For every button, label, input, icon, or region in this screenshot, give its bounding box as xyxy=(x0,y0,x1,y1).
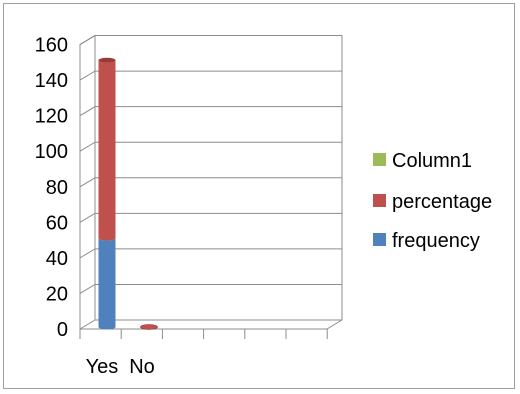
bar-segment-frequency xyxy=(98,238,116,330)
x-axis-ticks: Yes No xyxy=(79,329,328,378)
x-tick-label: Yes xyxy=(86,356,119,378)
legend: Column1 percentage frequency xyxy=(373,150,492,252)
legend-swatch-percentage xyxy=(373,194,386,207)
y-tick-label: 60 xyxy=(46,212,68,234)
y-tick-label: 160 xyxy=(35,35,68,57)
gridlines xyxy=(79,35,342,330)
floor-edge xyxy=(80,319,343,330)
gridline xyxy=(79,212,342,223)
y-axis-ticks: 0 20 40 60 80 100 120 140 160 xyxy=(35,35,68,341)
bars xyxy=(98,57,158,330)
gridline xyxy=(79,177,342,188)
y-tick-label: 140 xyxy=(35,70,68,92)
chart-frame xyxy=(3,3,515,389)
bar-top-cap xyxy=(98,57,116,63)
y-tick-label: 80 xyxy=(46,177,68,199)
legend-label-percentage: percentage xyxy=(392,191,492,213)
legend-label-frequency: frequency xyxy=(392,230,480,252)
bar-segment-percentage xyxy=(98,60,116,241)
gridline xyxy=(79,141,342,152)
gridline xyxy=(79,319,342,330)
y-tick-label: 0 xyxy=(57,319,68,341)
y-tick-label: 20 xyxy=(46,283,68,305)
gridline xyxy=(79,35,342,45)
y-tick-label: 100 xyxy=(35,141,68,163)
y-tick-label: 40 xyxy=(46,248,68,270)
chart-walls xyxy=(79,34,343,330)
legend-swatch-column1 xyxy=(373,153,386,166)
side-wall xyxy=(79,34,96,329)
gridline xyxy=(79,70,342,81)
gridline xyxy=(79,248,342,259)
legend-swatch-frequency xyxy=(373,233,386,246)
gridline xyxy=(79,283,342,294)
legend-label-column1: Column1 xyxy=(392,150,472,172)
gridline xyxy=(79,106,342,117)
x-tick-label: No xyxy=(129,356,155,378)
bar-disc-no xyxy=(140,324,158,330)
y-tick-label: 120 xyxy=(35,106,68,128)
